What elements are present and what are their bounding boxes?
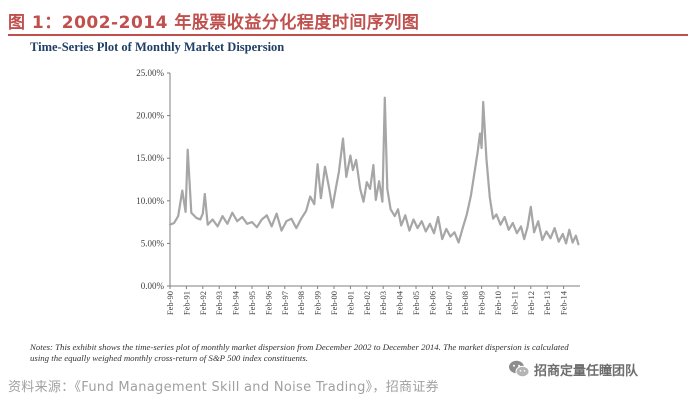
x-tick-label: Feb-08 [460,291,470,315]
x-tick-label: Feb-98 [296,291,306,315]
x-tick-label: Feb-96 [263,291,273,315]
wechat-icon [509,360,530,378]
x-tick-label: Feb-91 [181,291,191,315]
y-tick-label: 25.00% [136,68,164,78]
x-tick-label: Feb-97 [280,291,290,315]
y-tick-label: 10.00% [136,196,164,206]
x-tick-label: Feb-06 [427,291,437,315]
tick-layer: 0.00% 5.00% 10.00% 15.00% 20.00% 25.00% Feb-90… [136,68,568,315]
x-tick-label: Feb-93 [214,291,224,315]
x-tick-label: Feb-10 [493,291,503,315]
x-tick-label: Feb-03 [378,291,388,315]
x-tick-label: Feb-92 [198,291,208,315]
axis-layer [169,73,580,287]
source-note: 资料来源：《Fund Management Skill and Noise Tr… [8,380,439,395]
x-tick-label: Feb-04 [395,290,405,315]
x-tick-label: Feb-01 [345,291,355,315]
x-tick-label: Feb-90 [165,291,175,315]
x-tick-label: Feb-00 [329,291,339,315]
y-tick-label: 5.00% [141,238,165,248]
y-tick-label: 0.00% [141,281,165,291]
x-tick-label: Feb-05 [411,291,421,315]
chart-title: Time-Series Plot of Monthly Market Dispe… [30,40,285,54]
x-tick-label: Feb-99 [313,291,323,315]
x-tick-label: Feb-95 [247,291,257,315]
watermark: 招商定量任瞳团队 [508,358,638,380]
notes-line-1: Notes: This exhibit shows the time-serie… [30,342,569,352]
watermark-text: 招商定量任瞳团队 [534,363,639,379]
x-tick-label: Feb-13 [542,291,552,315]
figure-title: 图 1：2002-2014 年股票收益分化程度时间序列图 [8,13,420,33]
chart-notes: Notes: This exhibit shows the time-serie… [30,342,630,364]
x-tick-label: Feb-14 [559,290,569,315]
y-tick-label: 15.00% [136,153,164,163]
notes-line-2: using the equally weighed monthly cross-… [30,353,308,363]
x-tick-label: Feb-02 [362,291,372,315]
series-layer [168,96,580,246]
x-tick-label: Feb-12 [526,291,536,315]
title-underline [8,34,688,36]
series-line [168,96,580,246]
x-tick-label: Feb-94 [231,290,241,315]
figure-header: 图 1：2002-2014 年股票收益分化程度时间序列图 [8,6,688,36]
y-tick-label: 20.00% [136,111,164,121]
x-tick-label: Feb-07 [444,291,454,315]
x-tick-label: Feb-09 [477,291,487,315]
x-tick-label: Feb-11 [509,291,519,315]
